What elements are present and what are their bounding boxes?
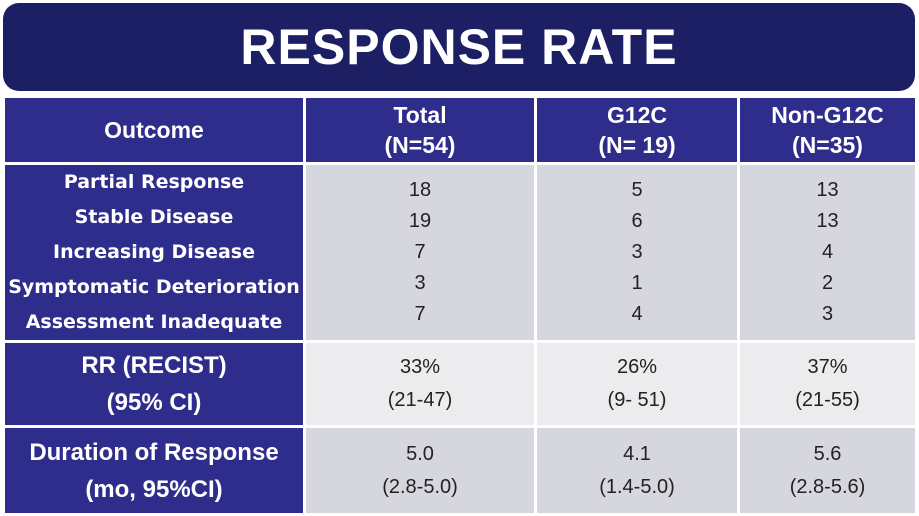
outcomes-non-g12c: 13 13 4 2 3 — [740, 165, 915, 340]
rr-value: 26% — [616, 356, 658, 378]
outcome-value: 5 — [631, 179, 643, 201]
outcome-label: Increasing Disease — [53, 241, 255, 263]
duration-row: Duration of Response (mo, 95%CI) 5.0 (2.… — [5, 428, 915, 513]
outcomes-g12c: 5 6 3 1 4 — [537, 165, 737, 340]
duration-ci: (2.8-5.0) — [382, 475, 458, 498]
rr-label: RR (RECIST) (95% CI) — [5, 343, 303, 425]
outcome-value: 19 — [408, 210, 432, 232]
rr-value: 37% — [807, 356, 848, 378]
header-non-g12c-label: Non-G12C — [771, 102, 884, 128]
rr-non-g12c: 37% (21-55) — [740, 343, 915, 425]
header-outcome: Outcome — [5, 98, 303, 162]
duration-label-line: Duration of Response — [29, 438, 279, 466]
rr-g12c: 26% (9- 51) — [537, 343, 737, 425]
response-rate-table: Outcome Total (N=54) G12C (N= 19) Non-G1… — [2, 95, 918, 516]
duration-ci: (1.4-5.0) — [599, 475, 675, 498]
header-total: Total (N=54) — [306, 98, 534, 162]
outcome-value: 3 — [414, 272, 426, 294]
outcome-value: 7 — [414, 303, 426, 325]
duration-total: 5.0 (2.8-5.0) — [306, 428, 534, 513]
rr-ci: (21-55) — [795, 389, 860, 411]
outcome-value: 18 — [408, 179, 432, 201]
outcome-value: 13 — [816, 210, 839, 232]
rr-row: RR (RECIST) (95% CI) 33% (21-47) 26% (9-… — [5, 343, 915, 425]
duration-value: 5.0 — [406, 442, 434, 465]
outcome-value: 1 — [631, 272, 643, 294]
outcome-label: Stable Disease — [74, 206, 234, 228]
header-total-label: Total — [393, 102, 447, 128]
rr-total: 33% (21-47) — [306, 343, 534, 425]
rr-ci: (9- 51) — [607, 389, 667, 411]
outcome-label: Symptomatic Deterioration — [8, 276, 300, 298]
header-non-g12c: Non-G12C (N=35) — [740, 98, 915, 162]
rr-label-line: RR (RECIST) — [81, 352, 227, 379]
outcome-label: Assessment Inadequate — [25, 311, 283, 333]
header-row: Outcome Total (N=54) G12C (N= 19) Non-G1… — [5, 98, 915, 162]
duration-label: Duration of Response (mo, 95%CI) — [5, 428, 303, 513]
outcome-value: 4 — [631, 303, 643, 325]
rr-ci: (21-47) — [387, 389, 453, 411]
header-g12c-n: (N= 19) — [598, 132, 676, 158]
header-g12c-label: G12C — [606, 102, 668, 128]
outcome-value: 2 — [821, 272, 834, 294]
outcome-value: 3 — [631, 241, 643, 263]
duration-value: 5.6 — [813, 442, 842, 465]
outcome-value: 13 — [816, 179, 839, 201]
duration-label-line: (mo, 95%CI) — [85, 475, 223, 503]
outcomes-row: Partial Response Stable Disease Increasi… — [5, 165, 915, 340]
outcome-label: Partial Response — [63, 171, 245, 193]
duration-non-g12c: 5.6 (2.8-5.6) — [740, 428, 915, 513]
header-total-n: (N=54) — [384, 132, 456, 158]
outcome-value: 6 — [631, 210, 643, 232]
outcomes-total: 18 19 7 3 7 — [306, 165, 534, 340]
rr-value: 33% — [399, 356, 441, 378]
header-non-g12c-n: (N=35) — [792, 132, 863, 158]
outcome-labels: Partial Response Stable Disease Increasi… — [5, 165, 303, 340]
outcome-value: 7 — [414, 241, 426, 263]
header-g12c: G12C (N= 19) — [537, 98, 737, 162]
page-title: RESPONSE RATE — [240, 19, 678, 75]
header-outcome-label: Outcome — [104, 117, 204, 143]
outcome-value: 4 — [821, 241, 834, 263]
outcome-value: 3 — [821, 303, 834, 325]
duration-ci: (2.8-5.6) — [789, 475, 866, 498]
duration-value: 4.1 — [623, 442, 651, 465]
rr-label-line: (95% CI) — [106, 389, 202, 416]
duration-g12c: 4.1 (1.4-5.0) — [537, 428, 737, 513]
title-banner: RESPONSE RATE — [3, 3, 915, 91]
